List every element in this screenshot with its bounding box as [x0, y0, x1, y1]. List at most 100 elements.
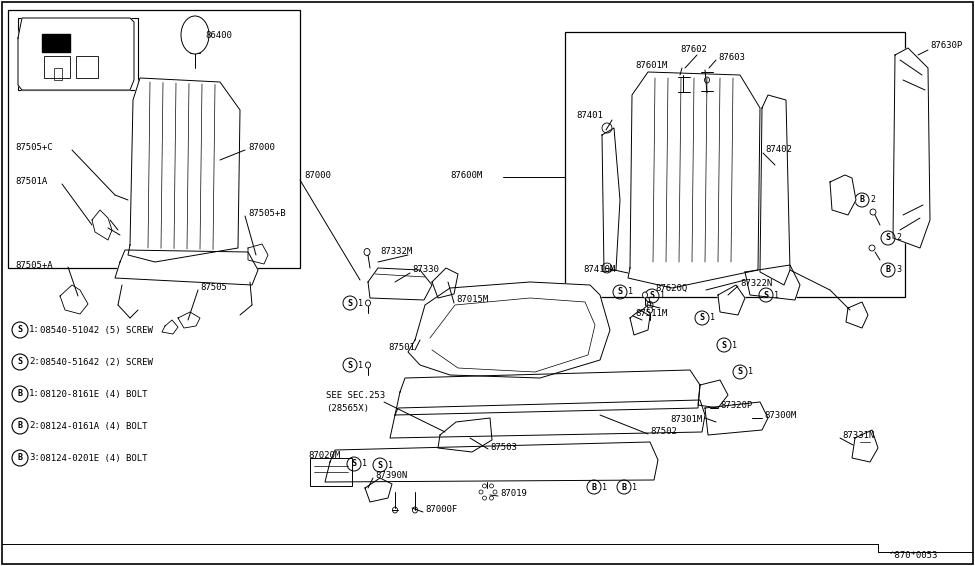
Text: 1: 1	[602, 482, 607, 491]
Text: B: B	[18, 422, 22, 431]
Polygon shape	[760, 95, 790, 285]
Text: 08540-51642 (2) SCREW: 08540-51642 (2) SCREW	[40, 358, 153, 367]
Text: B: B	[592, 482, 597, 491]
Text: 1: 1	[748, 367, 753, 376]
Text: 1: 1	[358, 298, 363, 307]
Text: B: B	[18, 453, 22, 462]
Polygon shape	[438, 418, 492, 452]
Polygon shape	[705, 402, 768, 435]
Text: B: B	[860, 195, 865, 204]
Polygon shape	[628, 72, 760, 288]
Text: S: S	[885, 234, 890, 242]
Polygon shape	[390, 400, 705, 438]
Text: 87603: 87603	[718, 54, 745, 62]
Text: 1:: 1:	[29, 389, 40, 398]
Text: 87505+A: 87505+A	[15, 260, 53, 269]
Polygon shape	[432, 268, 458, 298]
Polygon shape	[718, 285, 745, 315]
Text: 87511M: 87511M	[635, 308, 667, 318]
Text: B: B	[885, 265, 890, 275]
Ellipse shape	[364, 248, 370, 255]
Text: S: S	[737, 367, 743, 376]
Text: 87390N: 87390N	[375, 471, 408, 481]
Polygon shape	[325, 442, 658, 482]
Text: 3:: 3:	[29, 453, 40, 462]
Polygon shape	[745, 265, 800, 300]
Text: 87505+C: 87505+C	[15, 144, 53, 152]
Text: 87505: 87505	[200, 284, 227, 293]
Polygon shape	[852, 430, 878, 462]
Ellipse shape	[489, 496, 493, 500]
Bar	[76, 56, 98, 78]
Polygon shape	[178, 312, 200, 328]
Ellipse shape	[393, 507, 398, 513]
Text: 87600M: 87600M	[450, 170, 483, 179]
Polygon shape	[846, 302, 868, 328]
Polygon shape	[893, 48, 930, 248]
Ellipse shape	[870, 209, 876, 215]
Text: 87503: 87503	[490, 443, 517, 452]
Text: 1: 1	[732, 341, 737, 349]
Text: S: S	[377, 461, 382, 470]
Text: 87630P: 87630P	[930, 41, 962, 49]
Text: 87320P: 87320P	[720, 401, 753, 409]
Text: 87330: 87330	[412, 265, 439, 275]
Text: 2:: 2:	[29, 422, 40, 431]
Text: S: S	[347, 298, 353, 307]
Ellipse shape	[647, 307, 652, 313]
Text: 3: 3	[896, 265, 901, 275]
Bar	[310, 458, 352, 486]
Text: 08540-51042 (5) SCREW: 08540-51042 (5) SCREW	[40, 325, 153, 335]
Polygon shape	[698, 380, 728, 408]
Polygon shape	[602, 128, 620, 272]
Text: B: B	[621, 482, 627, 491]
Ellipse shape	[602, 263, 612, 273]
Text: (28565X): (28565X)	[326, 404, 369, 413]
Polygon shape	[248, 244, 268, 264]
Text: 87602: 87602	[680, 45, 707, 54]
Text: S: S	[352, 460, 357, 469]
Bar	[42, 34, 70, 52]
Polygon shape	[408, 282, 610, 378]
Bar	[8, 10, 300, 268]
Text: 2: 2	[870, 195, 875, 204]
Polygon shape	[365, 478, 392, 502]
Ellipse shape	[489, 484, 493, 488]
Text: 1:: 1:	[29, 325, 40, 335]
Text: 1: 1	[632, 482, 637, 491]
Text: S: S	[347, 361, 353, 370]
Bar	[54, 68, 62, 80]
Text: 08124-0161A (4) BOLT: 08124-0161A (4) BOLT	[40, 422, 147, 431]
Ellipse shape	[643, 292, 647, 298]
Text: S: S	[699, 314, 705, 323]
Ellipse shape	[366, 300, 370, 306]
Text: 87000: 87000	[248, 144, 275, 152]
Ellipse shape	[483, 484, 487, 488]
Polygon shape	[60, 285, 88, 314]
Polygon shape	[630, 310, 650, 335]
Text: 87301M: 87301M	[670, 415, 702, 424]
Text: 87502: 87502	[650, 427, 677, 436]
Text: 1: 1	[358, 361, 363, 370]
Text: 87410M: 87410M	[583, 265, 615, 275]
Ellipse shape	[493, 490, 497, 494]
Polygon shape	[368, 268, 432, 300]
Text: 87332M: 87332M	[380, 247, 412, 256]
Text: 1: 1	[660, 291, 665, 301]
Ellipse shape	[483, 496, 487, 500]
Bar	[44, 56, 70, 78]
Polygon shape	[162, 320, 178, 334]
Text: 87322N: 87322N	[740, 278, 772, 288]
Text: 87401: 87401	[576, 110, 603, 119]
Text: 87501: 87501	[388, 344, 415, 353]
Text: ^870*0053: ^870*0053	[890, 551, 938, 560]
Text: 1: 1	[628, 288, 633, 297]
Text: 2: 2	[896, 234, 901, 242]
Text: 87000F: 87000F	[425, 505, 457, 514]
Text: S: S	[722, 341, 726, 349]
Text: S: S	[763, 290, 768, 299]
Ellipse shape	[647, 302, 653, 308]
Polygon shape	[830, 175, 856, 215]
Text: 1: 1	[710, 314, 715, 323]
Ellipse shape	[705, 77, 710, 83]
